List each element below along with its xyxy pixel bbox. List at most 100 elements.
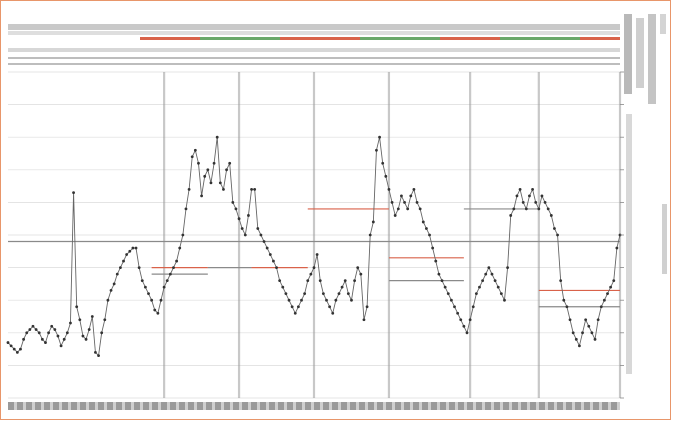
data-point (484, 272, 488, 276)
data-point (247, 214, 250, 217)
data-point (265, 246, 269, 250)
data-point (243, 233, 247, 237)
data-point (178, 246, 182, 250)
data-point (590, 331, 594, 335)
data-point (390, 201, 394, 204)
data-point (193, 148, 197, 152)
data-point (40, 337, 44, 341)
data-point (334, 298, 338, 302)
data-point (112, 282, 116, 286)
center-lines (8, 208, 620, 308)
data-point (559, 279, 563, 283)
data-point (50, 324, 54, 328)
data-point (549, 214, 553, 217)
data-point (481, 279, 485, 283)
data-point (340, 285, 344, 289)
data-point (418, 207, 422, 211)
data-point (284, 292, 288, 296)
data-point (581, 331, 584, 335)
status-strip (8, 34, 620, 44)
data-point (44, 341, 47, 344)
data-point (393, 214, 397, 217)
data-point (490, 272, 494, 276)
data-point (387, 187, 391, 191)
data-point (200, 194, 203, 198)
data-point (47, 331, 50, 335)
data-point (78, 318, 82, 322)
data-point (356, 266, 360, 269)
data-point (318, 279, 322, 283)
data-point (496, 285, 500, 289)
data-point (406, 207, 410, 211)
status-segment-green (500, 37, 580, 40)
data-point (565, 305, 569, 309)
data-point (315, 253, 319, 256)
data-point (153, 308, 157, 312)
data-point (231, 201, 235, 204)
data-point (521, 201, 525, 204)
data-point (256, 227, 260, 230)
data-points (6, 135, 622, 358)
data-point (524, 207, 528, 211)
data-point (28, 328, 32, 331)
right-panel-bars (624, 14, 667, 374)
data-point (90, 315, 94, 318)
data-point (606, 292, 609, 296)
data-point (321, 292, 325, 296)
data-point (31, 324, 35, 328)
data-point (543, 201, 547, 204)
data-point (12, 347, 16, 351)
data-point (412, 187, 416, 191)
data-point (443, 285, 447, 289)
data-point (272, 259, 275, 263)
right-panel (622, 14, 668, 404)
data-point (562, 298, 566, 302)
data-point (184, 207, 188, 211)
data-point (593, 337, 597, 341)
status-segment-red (580, 37, 620, 40)
data-point (37, 331, 41, 335)
data-point (250, 187, 253, 191)
data-point (309, 272, 313, 276)
data-point (62, 337, 66, 341)
data-point (53, 328, 57, 331)
data-point (459, 318, 463, 322)
data-point (197, 161, 200, 165)
data-point (209, 181, 213, 185)
data-point (403, 201, 406, 204)
data-point (143, 285, 147, 289)
data-point (465, 331, 469, 335)
data-point (106, 298, 110, 302)
data-point (212, 161, 216, 165)
data-point (150, 298, 154, 302)
data-point (371, 220, 375, 224)
data-point (328, 305, 332, 309)
data-point (434, 259, 438, 263)
data-point (293, 311, 297, 315)
data-point (181, 233, 185, 237)
data-point (75, 305, 79, 309)
data-point (225, 168, 228, 172)
data-point (602, 298, 606, 302)
data-point (515, 194, 519, 198)
data-point (156, 311, 160, 315)
data-point (119, 266, 122, 269)
data-point (140, 279, 144, 283)
data-point (100, 331, 104, 335)
data-point (384, 174, 388, 178)
data-point (81, 334, 85, 338)
data-point (528, 194, 531, 198)
data-point (471, 305, 475, 309)
data-point (268, 253, 272, 256)
data-point (262, 240, 266, 243)
data-point (206, 168, 210, 172)
data-point (462, 324, 466, 328)
data-point (503, 298, 506, 302)
data-point (378, 135, 381, 139)
data-point (34, 328, 38, 331)
data-point (300, 298, 303, 302)
data-point (159, 298, 163, 302)
data-point (612, 279, 616, 283)
data-point (94, 350, 97, 354)
data-point (22, 337, 26, 341)
